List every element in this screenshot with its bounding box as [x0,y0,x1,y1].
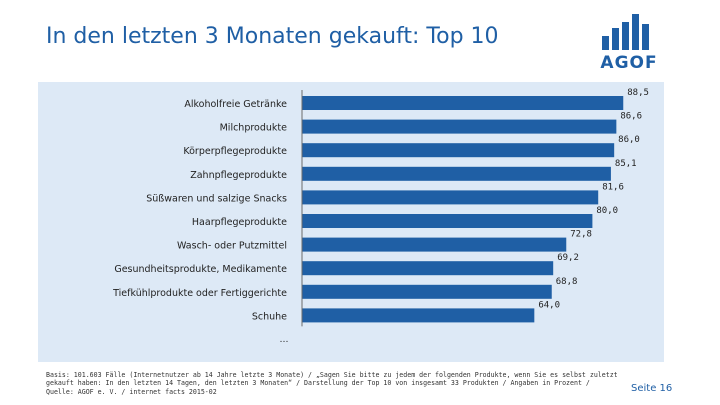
footnote: Basis: 101.603 Fälle (Internetnutzer ab … [46,371,618,396]
page-number: Seite 16 [631,383,673,394]
value-label: 69,2 [557,253,579,263]
value-label: 80,0 [596,206,618,216]
value-label: 86,0 [618,135,640,145]
category-label: Tiefkühlprodukte oder Fertiggerichte [112,288,287,299]
bar [302,96,624,110]
bar [302,143,615,158]
value-label: 81,6 [602,182,624,192]
category-label: Schuhe [252,311,287,322]
footnote-line-1: Basis: 101.603 Fälle (Internetnutzer ab … [46,371,618,379]
logo-bar-2 [612,28,619,50]
category-label: Süßwaren und salzige Snacks [146,193,287,204]
category-label: Gesundheitsprodukte, Medikamente [114,264,287,275]
chart-panel: Alkoholfreie Getränke 88,5 Milchprodukte 86… [38,82,664,362]
bar [302,261,554,276]
value-label: 88,5 [627,88,649,98]
continuation-marker: … [280,335,289,345]
bar [302,237,567,252]
category-label: Zahnpflegeprodukte [190,170,287,181]
value-label: 86,6 [620,112,642,122]
footnote-line-3: Quelle: AGOF e. V. / internet facts 2015… [46,387,217,396]
bar [302,190,599,205]
logo-text: AGOF [600,53,657,72]
category-label: Haarpflegeprodukte [192,217,287,228]
logo-bar-1 [602,36,609,50]
value-label: 68,8 [556,277,578,287]
value-label: 85,1 [615,159,637,169]
category-label: Wasch- oder Putzmittel [177,241,287,252]
logo-bar-3 [622,22,629,50]
page-title: In den letzten 3 Monaten gekauft: Top 10 [46,24,499,49]
bar [302,119,617,134]
logo-bar-5 [642,24,649,50]
bar [302,166,611,181]
value-label: 64,0 [538,300,560,310]
bar [302,308,535,323]
category-label: Alkoholfreie Getränke [184,99,287,110]
category-label: Milchprodukte [220,123,288,134]
logo-bar-4 [632,14,639,50]
footnote-line-2: gekauft haben: In den letzten 14 Tagen, … [46,379,590,388]
bar [302,214,593,228]
bar-chart: Alkoholfreie Getränke 88,5 Milchprodukte 86… [112,88,649,345]
bar [302,284,552,299]
agof-logo: AGOF [600,14,657,72]
category-label: Körperpflegeprodukte [183,146,287,157]
value-label: 72,8 [570,230,592,240]
